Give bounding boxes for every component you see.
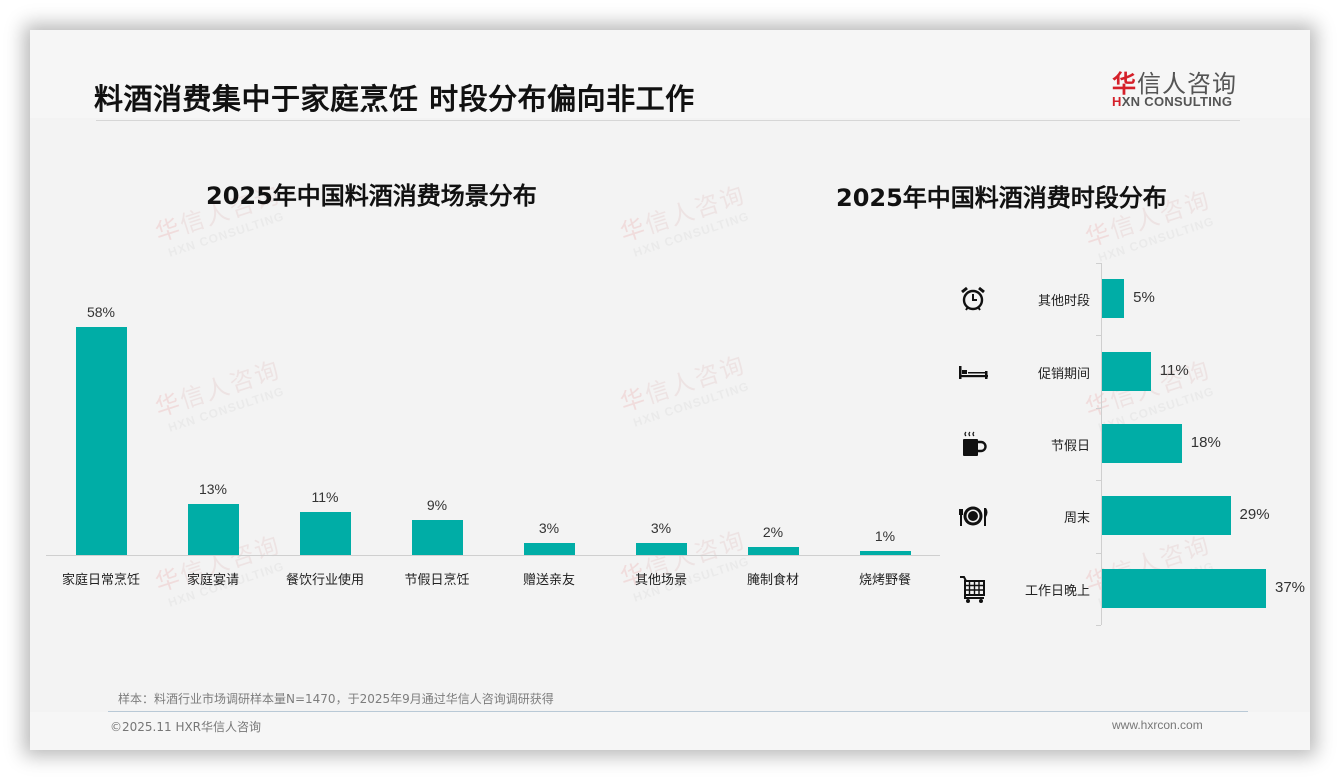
- scene-bar-value: 13%: [198, 480, 228, 497]
- page-title: 料酒消费集中于家庭烹饪 时段分布偏向非工作: [94, 82, 695, 116]
- scene-category-label: 其他场景: [634, 573, 687, 588]
- scene-bar: [860, 551, 911, 555]
- period-bar-value: 5%: [1133, 289, 1155, 307]
- axis-tick: [1096, 263, 1101, 264]
- bed-icon: [958, 357, 988, 387]
- brand-logo: 华信人咨询 HXN CONSULTING: [1112, 64, 1242, 114]
- axis-tick: [1096, 407, 1101, 409]
- period-category-label: 其他时段: [1037, 294, 1090, 310]
- scene-bar-value: 2%: [762, 524, 784, 541]
- axis-tick: [1096, 552, 1101, 554]
- plate-cutlery-icon: [958, 501, 988, 531]
- logo-chinese: 华信人咨询: [1112, 64, 1237, 99]
- period-bar-value: 11%: [1159, 361, 1189, 379]
- axis-tick: [1096, 480, 1101, 482]
- scene-bar-value: 58%: [86, 304, 116, 320]
- copyright: ©2025.11 HXR华信人咨询: [110, 720, 262, 734]
- logo-char-red: 华: [1112, 70, 1137, 98]
- period-category-label: 工作日晚上: [1024, 583, 1090, 599]
- logo-en-prefix: H: [1112, 94, 1122, 109]
- axis-tick: [1096, 625, 1101, 626]
- scene-bar: [300, 511, 351, 555]
- scene-chart-baseline: [46, 555, 940, 556]
- scene-chart-title: 2025年中国料酒消费场景分布: [206, 182, 537, 210]
- scene-bar-value: 11%: [311, 488, 339, 505]
- period-category-label: 周末: [1063, 511, 1090, 527]
- scene-bar: [76, 327, 127, 555]
- scene-bar: [636, 543, 687, 555]
- footer-band: [30, 712, 1310, 750]
- scene-category-label: 烧烤野餐: [858, 573, 911, 588]
- slide: 料酒消费集中于家庭烹饪 时段分布偏向非工作 华信人咨询 HXN CONSULTI…: [30, 30, 1310, 750]
- period-bar: [1102, 496, 1231, 536]
- period-category-label: 促销期间: [1037, 366, 1090, 382]
- alarm-clock-icon: [958, 284, 988, 314]
- period-bar: [1102, 568, 1266, 608]
- period-bar: [1102, 351, 1151, 391]
- logo-en-rest: XN CONSULTING: [1121, 94, 1233, 109]
- scene-category-label: 家庭日常烹饪: [61, 573, 140, 588]
- scene-category-label: 腌制食材: [746, 573, 799, 588]
- scene-bar: [412, 519, 463, 555]
- period-chart-axis: [1101, 263, 1102, 625]
- shopping-cart-icon: [958, 574, 988, 604]
- scene-bar-value: 1%: [874, 528, 896, 545]
- scene-bar-value: 3%: [650, 520, 672, 537]
- period-bar-value: 37%: [1275, 578, 1306, 596]
- axis-tick: [1096, 335, 1101, 337]
- scene-category-label: 餐饮行业使用: [285, 573, 364, 588]
- period-bar-value: 18%: [1190, 434, 1221, 451]
- logo-char-rest: 信人咨询: [1137, 70, 1237, 98]
- scene-category-label: 赠送亲友: [522, 573, 575, 588]
- scene-category-label: 家庭宴请: [186, 573, 239, 588]
- logo-english: HXN CONSULTING: [1112, 94, 1232, 109]
- scene-bar: [188, 503, 239, 555]
- period-bar: [1102, 279, 1125, 319]
- scene-bar: [524, 543, 575, 555]
- period-chart-title: 2025年中国料酒消费时段分布: [836, 184, 1167, 212]
- coffee-cup-icon: [958, 429, 988, 459]
- period-category-label: 节假日: [1050, 439, 1090, 454]
- website-link[interactable]: www.hxrcon.com: [1112, 718, 1203, 732]
- period-bar: [1102, 424, 1182, 463]
- header-band: [30, 30, 1310, 118]
- title-divider: [96, 120, 1240, 121]
- scene-category-label: 节假日烹饪: [404, 573, 470, 588]
- scene-bar-value: 9%: [426, 496, 448, 513]
- scene-bar-value: 3%: [538, 520, 560, 537]
- scene-bar: [748, 547, 799, 555]
- period-bar-value: 29%: [1239, 506, 1270, 524]
- sample-note: 样本：料酒行业市场调研样本量N=1470，于2025年9月通过华信人咨询调研获得: [118, 692, 554, 706]
- footer-divider: [108, 711, 1248, 712]
